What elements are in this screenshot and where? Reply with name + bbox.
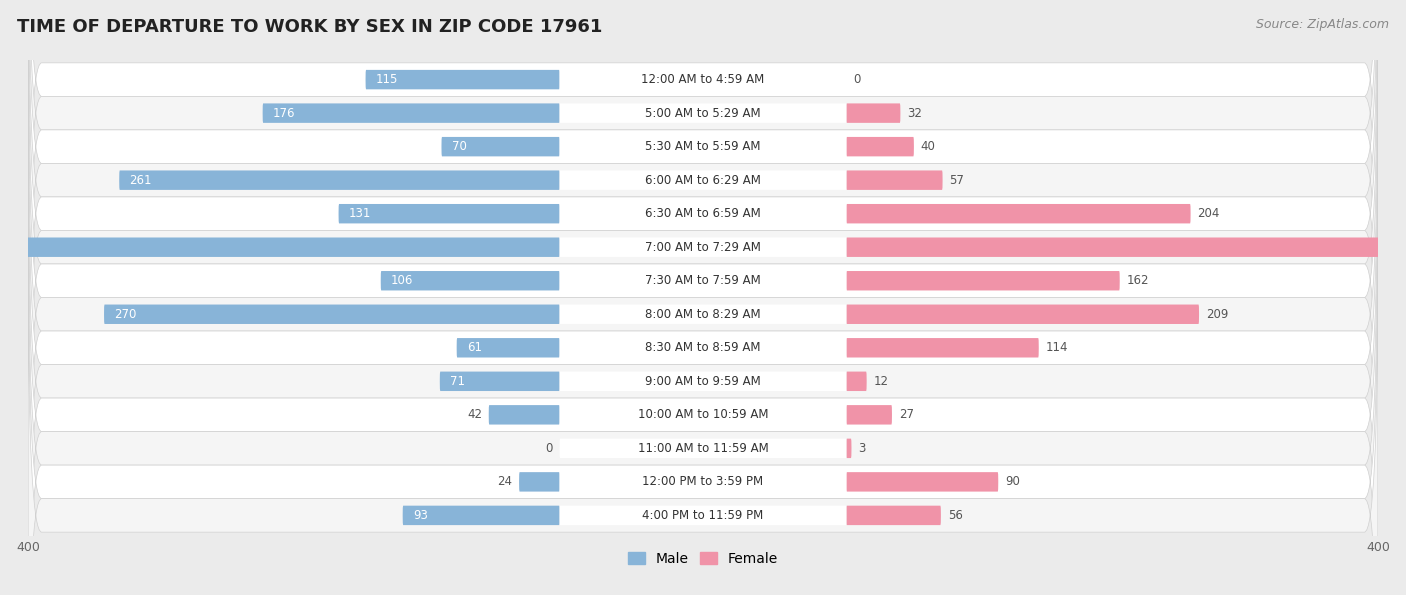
FancyBboxPatch shape xyxy=(0,237,560,257)
Text: 9:00 AM to 9:59 AM: 9:00 AM to 9:59 AM xyxy=(645,375,761,388)
FancyBboxPatch shape xyxy=(846,405,891,425)
FancyBboxPatch shape xyxy=(560,204,846,223)
FancyBboxPatch shape xyxy=(560,271,846,290)
FancyBboxPatch shape xyxy=(846,338,1039,358)
FancyBboxPatch shape xyxy=(28,197,1378,595)
FancyBboxPatch shape xyxy=(560,70,846,89)
FancyBboxPatch shape xyxy=(846,204,1191,223)
FancyBboxPatch shape xyxy=(28,230,1378,595)
FancyBboxPatch shape xyxy=(28,63,1378,566)
Text: 7:30 AM to 7:59 AM: 7:30 AM to 7:59 AM xyxy=(645,274,761,287)
FancyBboxPatch shape xyxy=(560,170,846,190)
FancyBboxPatch shape xyxy=(560,237,846,257)
Legend: Male, Female: Male, Female xyxy=(623,546,783,571)
FancyBboxPatch shape xyxy=(560,405,846,425)
Text: 6:00 AM to 6:29 AM: 6:00 AM to 6:29 AM xyxy=(645,174,761,187)
Text: 131: 131 xyxy=(349,207,371,220)
FancyBboxPatch shape xyxy=(28,29,1378,532)
Text: 114: 114 xyxy=(1046,342,1069,354)
Text: 4:00 PM to 11:59 PM: 4:00 PM to 11:59 PM xyxy=(643,509,763,522)
FancyBboxPatch shape xyxy=(28,0,1378,398)
Text: 42: 42 xyxy=(467,408,482,421)
Text: 90: 90 xyxy=(1005,475,1019,488)
Text: 12: 12 xyxy=(873,375,889,388)
Text: 71: 71 xyxy=(450,375,465,388)
FancyBboxPatch shape xyxy=(104,305,560,324)
Text: 0: 0 xyxy=(546,442,553,455)
FancyBboxPatch shape xyxy=(560,305,846,324)
FancyBboxPatch shape xyxy=(846,271,1119,290)
FancyBboxPatch shape xyxy=(846,506,941,525)
Text: 8:00 AM to 8:29 AM: 8:00 AM to 8:29 AM xyxy=(645,308,761,321)
FancyBboxPatch shape xyxy=(560,137,846,156)
Text: 5:30 AM to 5:59 AM: 5:30 AM to 5:59 AM xyxy=(645,140,761,153)
Text: 162: 162 xyxy=(1126,274,1149,287)
FancyBboxPatch shape xyxy=(846,472,998,491)
FancyBboxPatch shape xyxy=(28,96,1378,595)
FancyBboxPatch shape xyxy=(846,137,914,156)
Text: 10:00 AM to 10:59 AM: 10:00 AM to 10:59 AM xyxy=(638,408,768,421)
Text: 27: 27 xyxy=(898,408,914,421)
Text: 209: 209 xyxy=(1206,308,1229,321)
Text: 24: 24 xyxy=(498,475,512,488)
FancyBboxPatch shape xyxy=(519,472,560,491)
Text: 6:30 AM to 6:59 AM: 6:30 AM to 6:59 AM xyxy=(645,207,761,220)
FancyBboxPatch shape xyxy=(28,130,1378,595)
Text: 5:00 AM to 5:29 AM: 5:00 AM to 5:29 AM xyxy=(645,107,761,120)
Text: 12:00 PM to 3:59 PM: 12:00 PM to 3:59 PM xyxy=(643,475,763,488)
FancyBboxPatch shape xyxy=(457,338,560,358)
FancyBboxPatch shape xyxy=(120,170,560,190)
FancyBboxPatch shape xyxy=(846,305,1199,324)
FancyBboxPatch shape xyxy=(560,506,846,525)
FancyBboxPatch shape xyxy=(846,439,852,458)
Text: 57: 57 xyxy=(949,174,965,187)
FancyBboxPatch shape xyxy=(28,0,1378,431)
Text: 7:00 AM to 7:29 AM: 7:00 AM to 7:29 AM xyxy=(645,241,761,253)
Text: 204: 204 xyxy=(1198,207,1220,220)
Text: 115: 115 xyxy=(375,73,398,86)
FancyBboxPatch shape xyxy=(28,0,1378,499)
FancyBboxPatch shape xyxy=(560,472,846,491)
FancyBboxPatch shape xyxy=(366,70,560,89)
Text: 40: 40 xyxy=(921,140,935,153)
FancyBboxPatch shape xyxy=(381,271,560,290)
Text: 12:00 AM to 4:59 AM: 12:00 AM to 4:59 AM xyxy=(641,73,765,86)
FancyBboxPatch shape xyxy=(441,137,560,156)
FancyBboxPatch shape xyxy=(28,0,1378,331)
FancyBboxPatch shape xyxy=(28,0,1378,465)
FancyBboxPatch shape xyxy=(846,237,1406,257)
Text: TIME OF DEPARTURE TO WORK BY SEX IN ZIP CODE 17961: TIME OF DEPARTURE TO WORK BY SEX IN ZIP … xyxy=(17,18,602,36)
Text: 56: 56 xyxy=(948,509,963,522)
Text: 0: 0 xyxy=(853,73,860,86)
Text: 270: 270 xyxy=(114,308,136,321)
Text: Source: ZipAtlas.com: Source: ZipAtlas.com xyxy=(1256,18,1389,31)
FancyBboxPatch shape xyxy=(846,170,942,190)
Text: 261: 261 xyxy=(129,174,152,187)
FancyBboxPatch shape xyxy=(489,405,560,425)
FancyBboxPatch shape xyxy=(28,264,1378,595)
Text: 106: 106 xyxy=(391,274,413,287)
FancyBboxPatch shape xyxy=(440,372,560,391)
FancyBboxPatch shape xyxy=(263,104,560,123)
FancyBboxPatch shape xyxy=(402,506,560,525)
Text: 61: 61 xyxy=(467,342,482,354)
Text: 3: 3 xyxy=(858,442,866,455)
FancyBboxPatch shape xyxy=(560,338,846,358)
FancyBboxPatch shape xyxy=(846,104,900,123)
FancyBboxPatch shape xyxy=(28,0,1378,365)
FancyBboxPatch shape xyxy=(560,439,846,458)
FancyBboxPatch shape xyxy=(560,104,846,123)
Text: 176: 176 xyxy=(273,107,295,120)
Text: 11:00 AM to 11:59 AM: 11:00 AM to 11:59 AM xyxy=(638,442,768,455)
Text: 70: 70 xyxy=(451,140,467,153)
FancyBboxPatch shape xyxy=(560,372,846,391)
FancyBboxPatch shape xyxy=(339,204,560,223)
Text: 32: 32 xyxy=(907,107,922,120)
Text: 93: 93 xyxy=(413,509,427,522)
Text: 8:30 AM to 8:59 AM: 8:30 AM to 8:59 AM xyxy=(645,342,761,354)
FancyBboxPatch shape xyxy=(28,164,1378,595)
FancyBboxPatch shape xyxy=(846,372,866,391)
